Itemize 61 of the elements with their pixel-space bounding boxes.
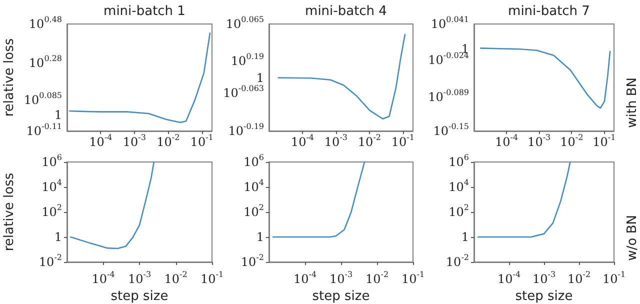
x-tick-label: 10$^{-4}$ [495,133,518,149]
x-tick-label: 10$^{-4}$ [89,133,112,149]
x-tick-label: 10$^{-4}$ [92,270,115,286]
y-tick-label: 10$^{2}$ [244,203,264,219]
chart-title: mini-batch 1 [104,4,186,19]
x-tick-label: 10$^{-4}$ [497,270,521,286]
text: 10$^{0.085}$ [24,90,62,107]
y-axis-title: relative loss [2,172,17,252]
y-axis-title: relative loss [2,38,17,117]
x-axis-title: step size [515,289,573,304]
y2-axis-title: w/o BN [625,214,640,261]
x-tick-label: 10$^{-1}$ [592,133,616,149]
x-tick-label: 10$^{-2}$ [164,270,188,286]
text: 10$^{0.041}$ [430,15,469,31]
x-tick-label: 10$^{-2}$ [365,270,389,286]
chart-title: mini-batch 4 [305,4,387,19]
x-axis-title: step size [312,289,370,304]
y-tick-label: 10$^{4}$ [244,178,264,194]
y-tick-label: 10$^{2}$ [42,203,62,219]
y-tick-label: 10$^{-2}$ [446,253,469,269]
y-tick-label: 10$^{-2}$ [38,253,62,269]
y-tick-label: 10$^{-2}$ [240,253,264,269]
x-tick-label: 10$^{-3}$ [329,270,353,286]
y-tick-label: 1 [256,230,264,244]
y-tick-label: 1 [461,230,469,244]
x-tick-label: 10$^{-2}$ [560,133,584,149]
x-tick-label: 10$^{-1}$ [401,270,425,286]
text: 10$^{-0.024}$ [428,50,469,67]
x-tick-label: 10$^{-2}$ [567,270,591,286]
x-tick-label: 10$^{-3}$ [128,270,152,286]
y-tick-label: 10$^{4}$ [42,178,62,194]
x-axis-title: step size [110,289,168,304]
text: 10$^{0.28}$ [28,54,62,70]
x-tick-label: 10$^{-4}$ [290,133,314,149]
text: 10$^{-0.11}$ [26,122,62,138]
y-tick-label: 1 [54,230,62,244]
y-tick-label: 10$^{4}$ [448,178,469,194]
x-tick-label: 10$^{-2}$ [358,133,381,149]
y2-axis-title: with BN [625,78,640,128]
x-tick-label: 10$^{-1}$ [602,270,626,286]
text: 10$^{-0.15}$ [433,122,469,138]
x-tick-label: 10$^{-4}$ [293,270,317,286]
text: 10$^{-0.19}$ [228,122,264,138]
y-tick-label: 10$^{2}$ [448,203,469,219]
text: 10$^{0.065}$ [226,15,264,31]
x-tick-label: 10$^{-3}$ [122,133,146,149]
x-tick-label: 10$^{-1}$ [391,133,414,149]
text: 10$^{-0.089}$ [428,88,469,104]
y-tick-label: 10$^{6}$ [42,153,62,169]
chart-title: mini-batch 7 [508,4,590,19]
y-tick-label: 10$^{6}$ [244,153,264,169]
x-tick-label: 10$^{-3}$ [532,270,556,286]
y-tick-label: 10$^{6}$ [448,153,469,169]
text: 10$^{0.19}$ [230,52,264,68]
text: 10$^{0.48}$ [28,15,62,31]
x-tick-label: 10$^{-1}$ [200,270,224,286]
x-tick-label: 10$^{-3}$ [528,133,551,149]
x-tick-label: 10$^{-1}$ [190,133,214,149]
x-tick-label: 10$^{-3}$ [324,133,348,149]
text: 10$^{-0.063}$ [223,84,264,100]
x-tick-label: 10$^{-2}$ [156,133,180,149]
